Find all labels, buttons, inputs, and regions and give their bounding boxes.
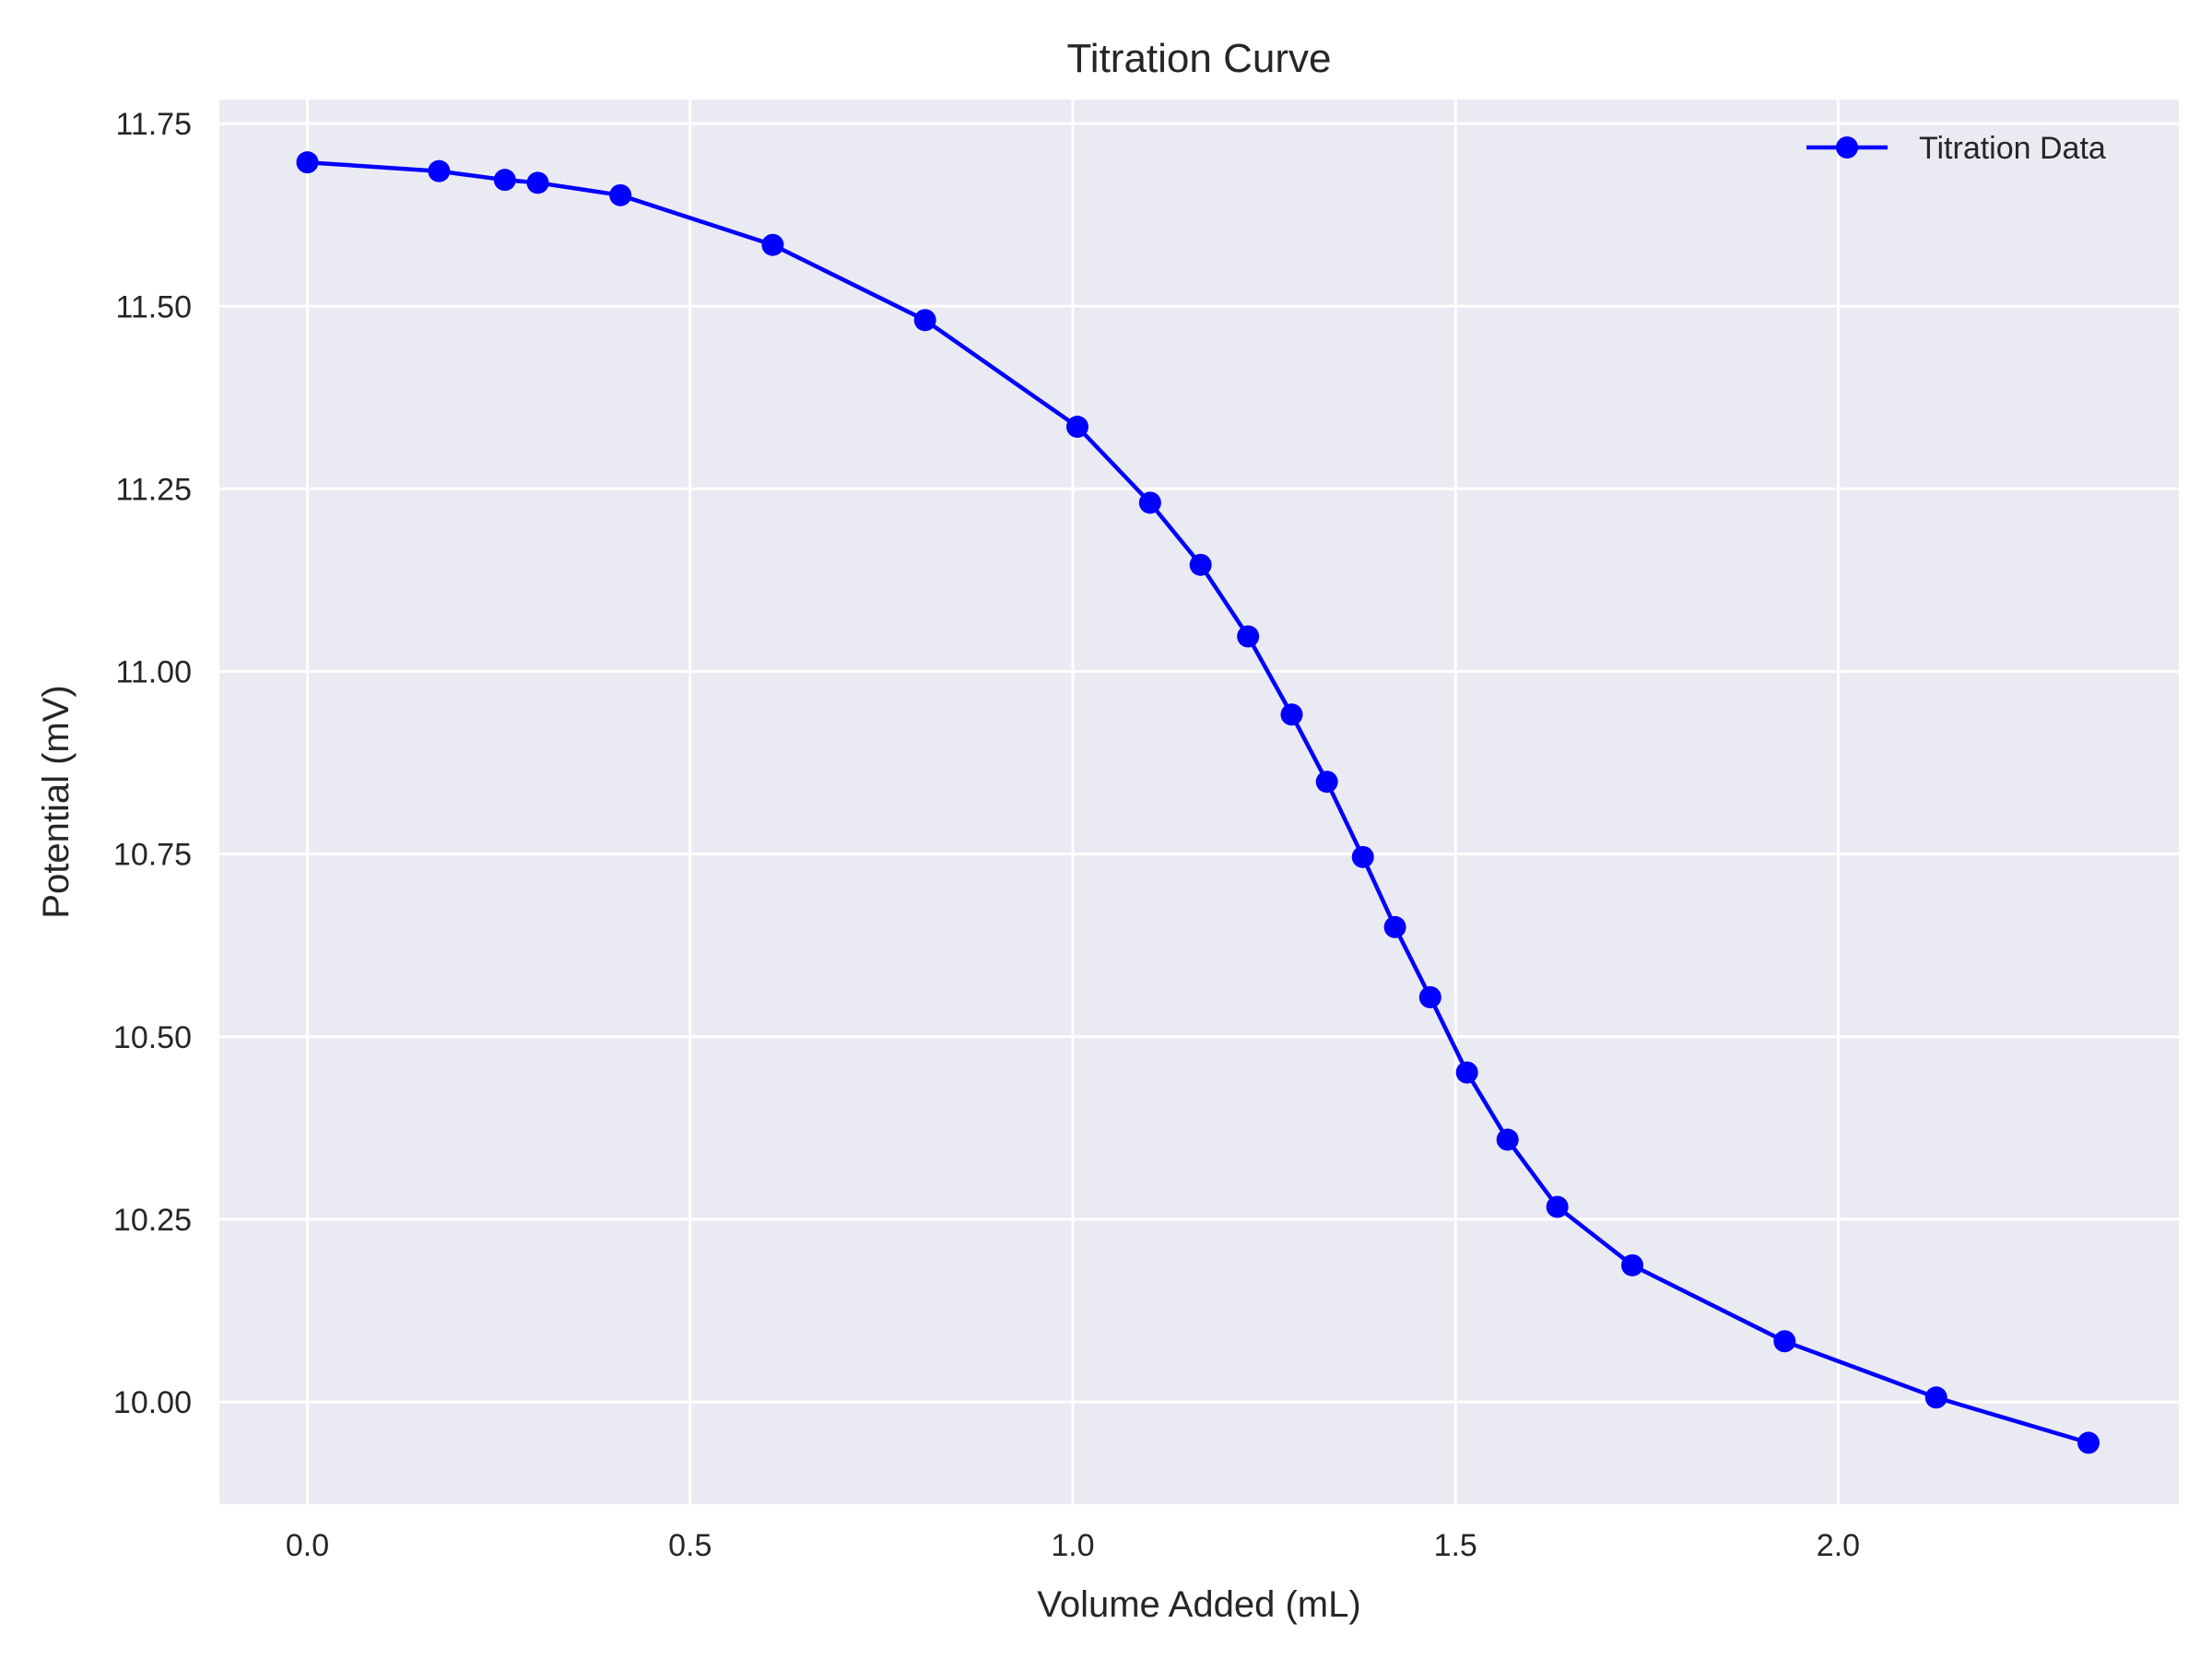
data-point xyxy=(2077,1431,2100,1454)
grid-lines xyxy=(219,100,2179,1504)
y-tick-labels: 10.00 10.25 10.50 10.75 11.00 11.25 11.50 11.75 xyxy=(113,107,192,1420)
y-tick-label: 11.25 xyxy=(115,472,192,507)
y-tick-label: 11.50 xyxy=(115,289,192,324)
data-point xyxy=(1496,1128,1519,1151)
data-point xyxy=(913,309,936,332)
data-point xyxy=(1138,491,1161,514)
data-point xyxy=(1546,1195,1569,1218)
series-group xyxy=(296,151,2100,1454)
y-axis-label: Potential (mV) xyxy=(36,685,76,918)
x-tick-labels: 0.0 0.5 1.0 1.5 2.0 xyxy=(286,1528,1860,1563)
data-point xyxy=(1237,625,1260,648)
y-tick-label: 11.75 xyxy=(115,107,192,142)
data-point xyxy=(1418,985,1441,1008)
legend-label: Titration Data xyxy=(1919,131,2106,166)
data-point xyxy=(1773,1330,1796,1353)
legend-marker xyxy=(1836,136,1858,159)
y-tick-label: 10.25 xyxy=(113,1203,192,1238)
data-point xyxy=(296,151,319,174)
chart-title: Titration Curve xyxy=(1067,36,1332,81)
x-axis-label: Volume Added (mL) xyxy=(1037,1584,1360,1625)
y-tick-label: 10.75 xyxy=(113,838,192,873)
y-tick-label: 10.00 xyxy=(113,1385,192,1420)
data-point xyxy=(1280,703,1303,726)
data-point xyxy=(526,171,549,194)
data-point xyxy=(609,183,632,206)
x-tick-label: 2.0 xyxy=(1817,1528,1860,1563)
x-tick-label: 1.0 xyxy=(1051,1528,1094,1563)
data-point xyxy=(1065,416,1088,439)
y-tick-label: 11.00 xyxy=(115,655,192,690)
plot-area xyxy=(219,100,2179,1504)
data-point xyxy=(761,233,784,256)
data-point xyxy=(428,159,451,182)
data-point xyxy=(493,169,516,192)
data-point xyxy=(1621,1253,1644,1277)
data-point xyxy=(1315,771,1338,794)
data-point xyxy=(1455,1061,1478,1084)
legend: Titration Data xyxy=(1806,131,2106,166)
data-point xyxy=(1383,915,1406,938)
x-tick-label: 0.5 xyxy=(668,1528,712,1563)
y-tick-label: 10.50 xyxy=(113,1020,192,1055)
data-point xyxy=(1189,553,1212,576)
x-tick-label: 0.0 xyxy=(286,1528,329,1563)
data-point xyxy=(1351,845,1374,868)
data-point xyxy=(1924,1386,1947,1409)
x-tick-label: 1.5 xyxy=(1434,1528,1477,1563)
